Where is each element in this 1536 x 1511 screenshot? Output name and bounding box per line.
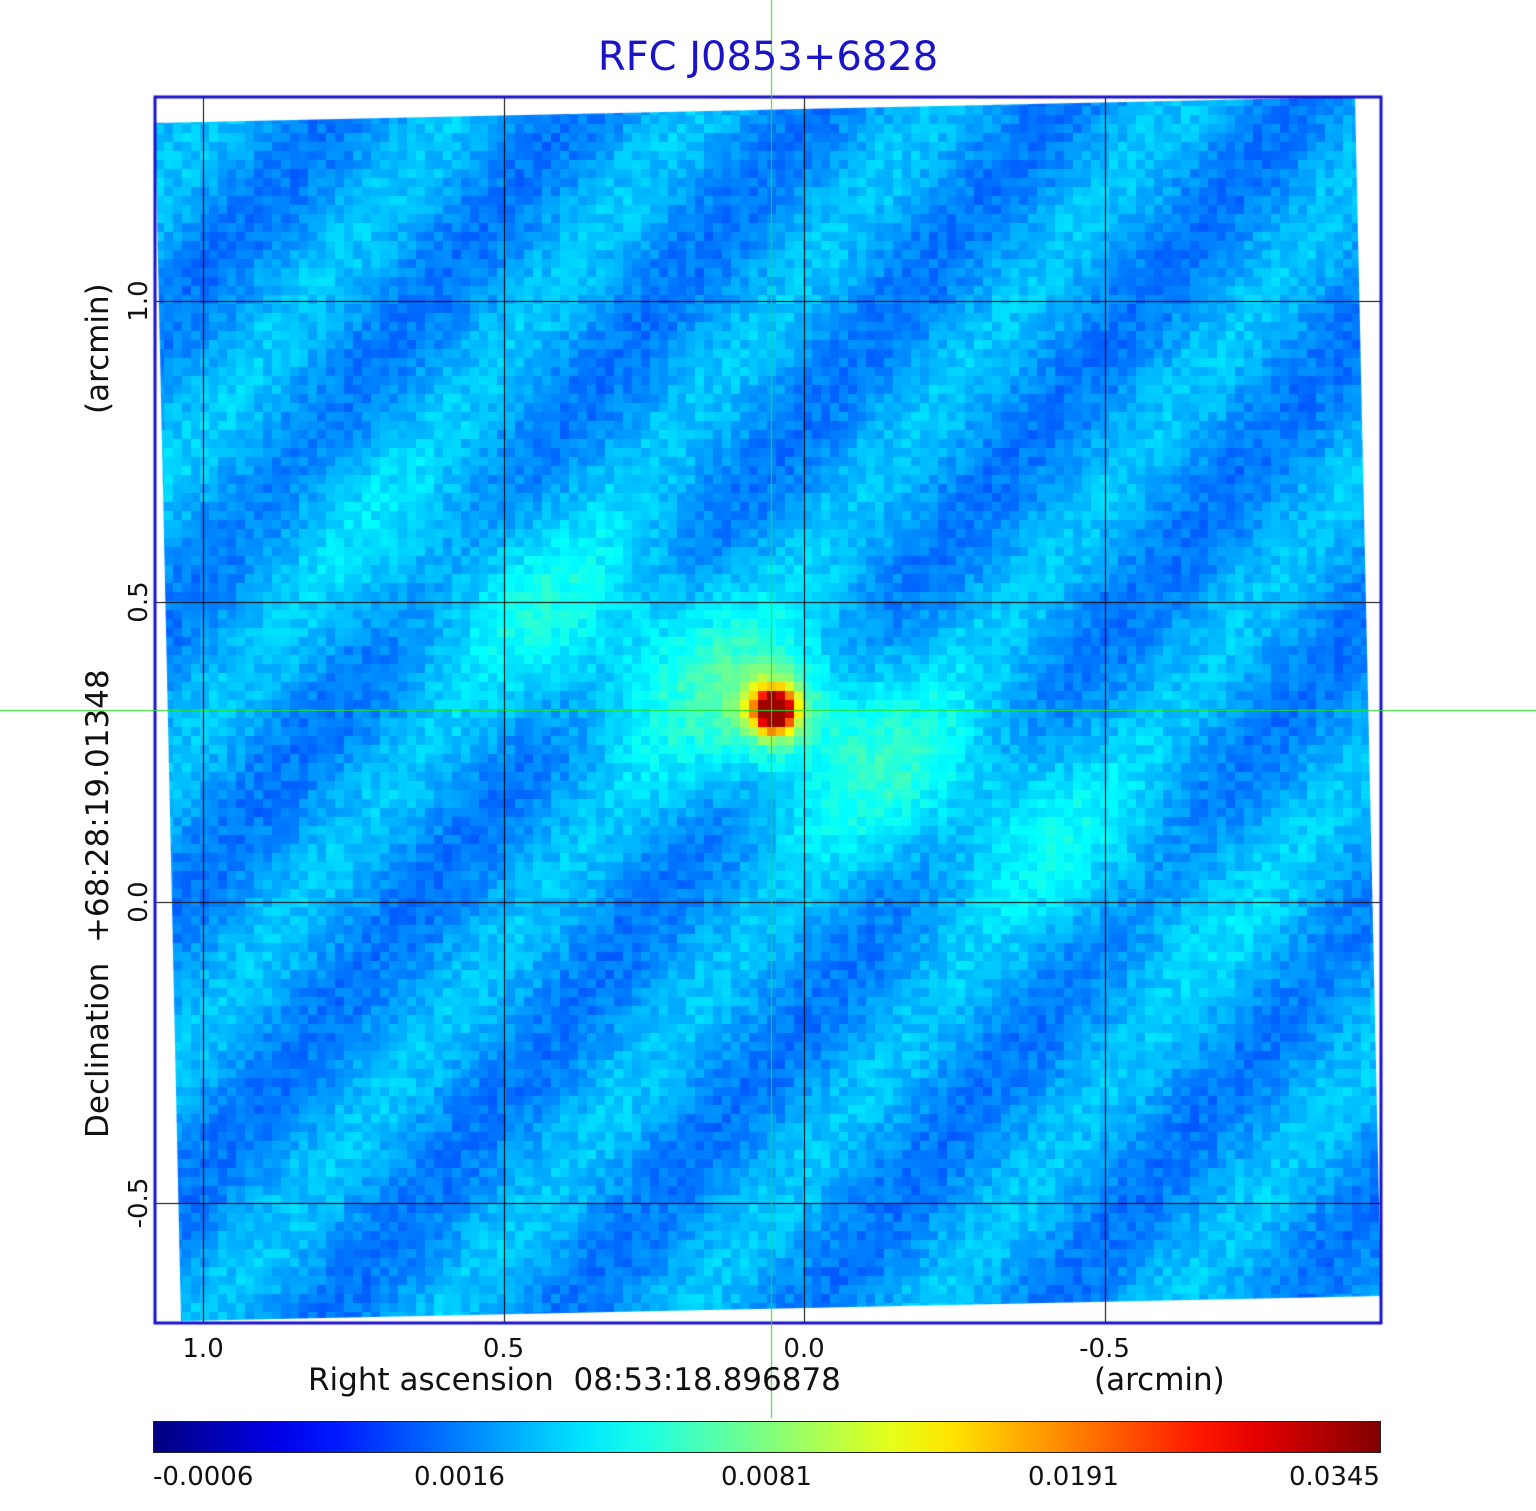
colorbar <box>153 1421 1381 1453</box>
y-axis-unit: (arcmin) <box>80 283 116 414</box>
colorbar-tick-label: 0.0081 <box>721 1462 812 1492</box>
x-tick-label: 0.0 <box>783 1334 825 1364</box>
y-tick-label: 1.0 <box>124 280 154 323</box>
y-tick-label: -0.5 <box>124 1177 154 1229</box>
y-tick-label: 0.5 <box>124 581 154 623</box>
y-tick-label: 0.0 <box>124 881 154 923</box>
colorbar-tick-label: 0.0016 <box>414 1462 505 1492</box>
x-tick-label: 1.0 <box>182 1334 224 1364</box>
x-axis-label: Right ascension 08:53:18.896878 <box>308 1362 841 1398</box>
colorbar-tick-label: -0.0006 <box>153 1462 254 1492</box>
colorbar-tick-label: 0.0191 <box>1028 1462 1119 1492</box>
x-axis-unit: (arcmin) <box>1094 1362 1225 1398</box>
x-tick-label: -0.5 <box>1079 1334 1130 1364</box>
colorbar-tick-label: 0.0345 <box>1289 1462 1380 1492</box>
x-tick-label: 0.5 <box>482 1334 525 1364</box>
chart-title: RFC J0853+6828 <box>597 34 939 80</box>
y-axis-label: Declination +68:28:19.01348 <box>80 669 116 1138</box>
